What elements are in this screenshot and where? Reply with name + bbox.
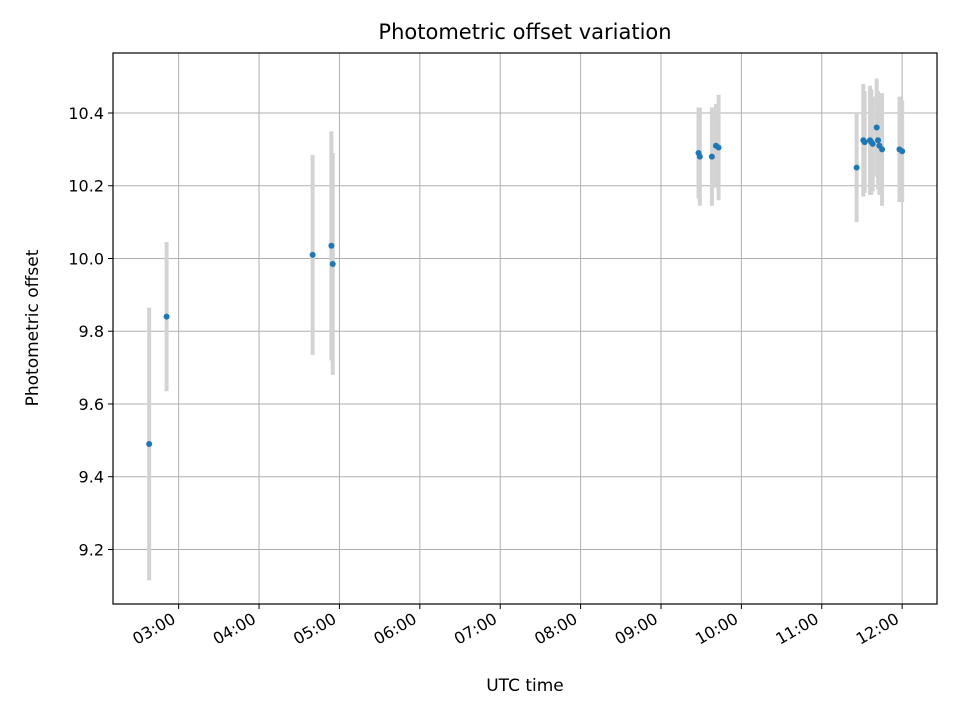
data-point [163,313,170,320]
x-tick-label: 10:00 [692,609,741,649]
data-point [899,148,906,155]
x-tick-label: 03:00 [129,609,178,649]
x-tick-label: 04:00 [210,609,259,649]
error-bars [147,78,905,581]
data-point [309,251,316,258]
x-tick-label: 09:00 [612,609,661,649]
y-tick-label: 9.8 [79,322,104,341]
y-tick-label: 9.4 [79,468,104,487]
grid [113,53,937,604]
y-tick-label: 10.0 [68,249,104,268]
data-point [715,144,722,151]
y-tick-label: 9.2 [79,540,104,559]
x-axis: 03:00 04:00 05:00 06:00 07:00 08:00 09:00 10:00… [129,604,903,649]
data-point [329,260,336,267]
x-tick-label: 06:00 [370,609,419,649]
y-tick-label: 9.6 [79,395,104,414]
x-tick-label: 05:00 [290,609,339,649]
x-tick-label: 11:00 [772,609,821,649]
y-axis: 9.2 9.4 9.6 9.8 10.0 10.2 10.4 [68,104,113,559]
plot-frame [112,52,938,605]
data-point [873,124,880,131]
data-point [146,440,153,447]
data-point [861,139,868,146]
data-point [875,137,882,144]
x-tick-label: 12:00 [853,609,902,649]
y-axis-label: Photometric offset [23,249,43,406]
y-tick-label: 10.4 [68,104,104,123]
data-point [696,153,703,160]
data-points [146,124,906,447]
data-point [328,242,335,249]
chart-title: Photometric offset variation [378,20,671,44]
data-point [869,140,876,147]
data-point [708,153,715,160]
x-tick-label: 07:00 [451,609,500,649]
data-point [879,146,886,153]
x-tick-label: 08:00 [531,609,580,649]
y-tick-label: 10.2 [68,177,104,196]
x-axis-label: UTC time [486,676,564,696]
data-point [853,164,860,171]
